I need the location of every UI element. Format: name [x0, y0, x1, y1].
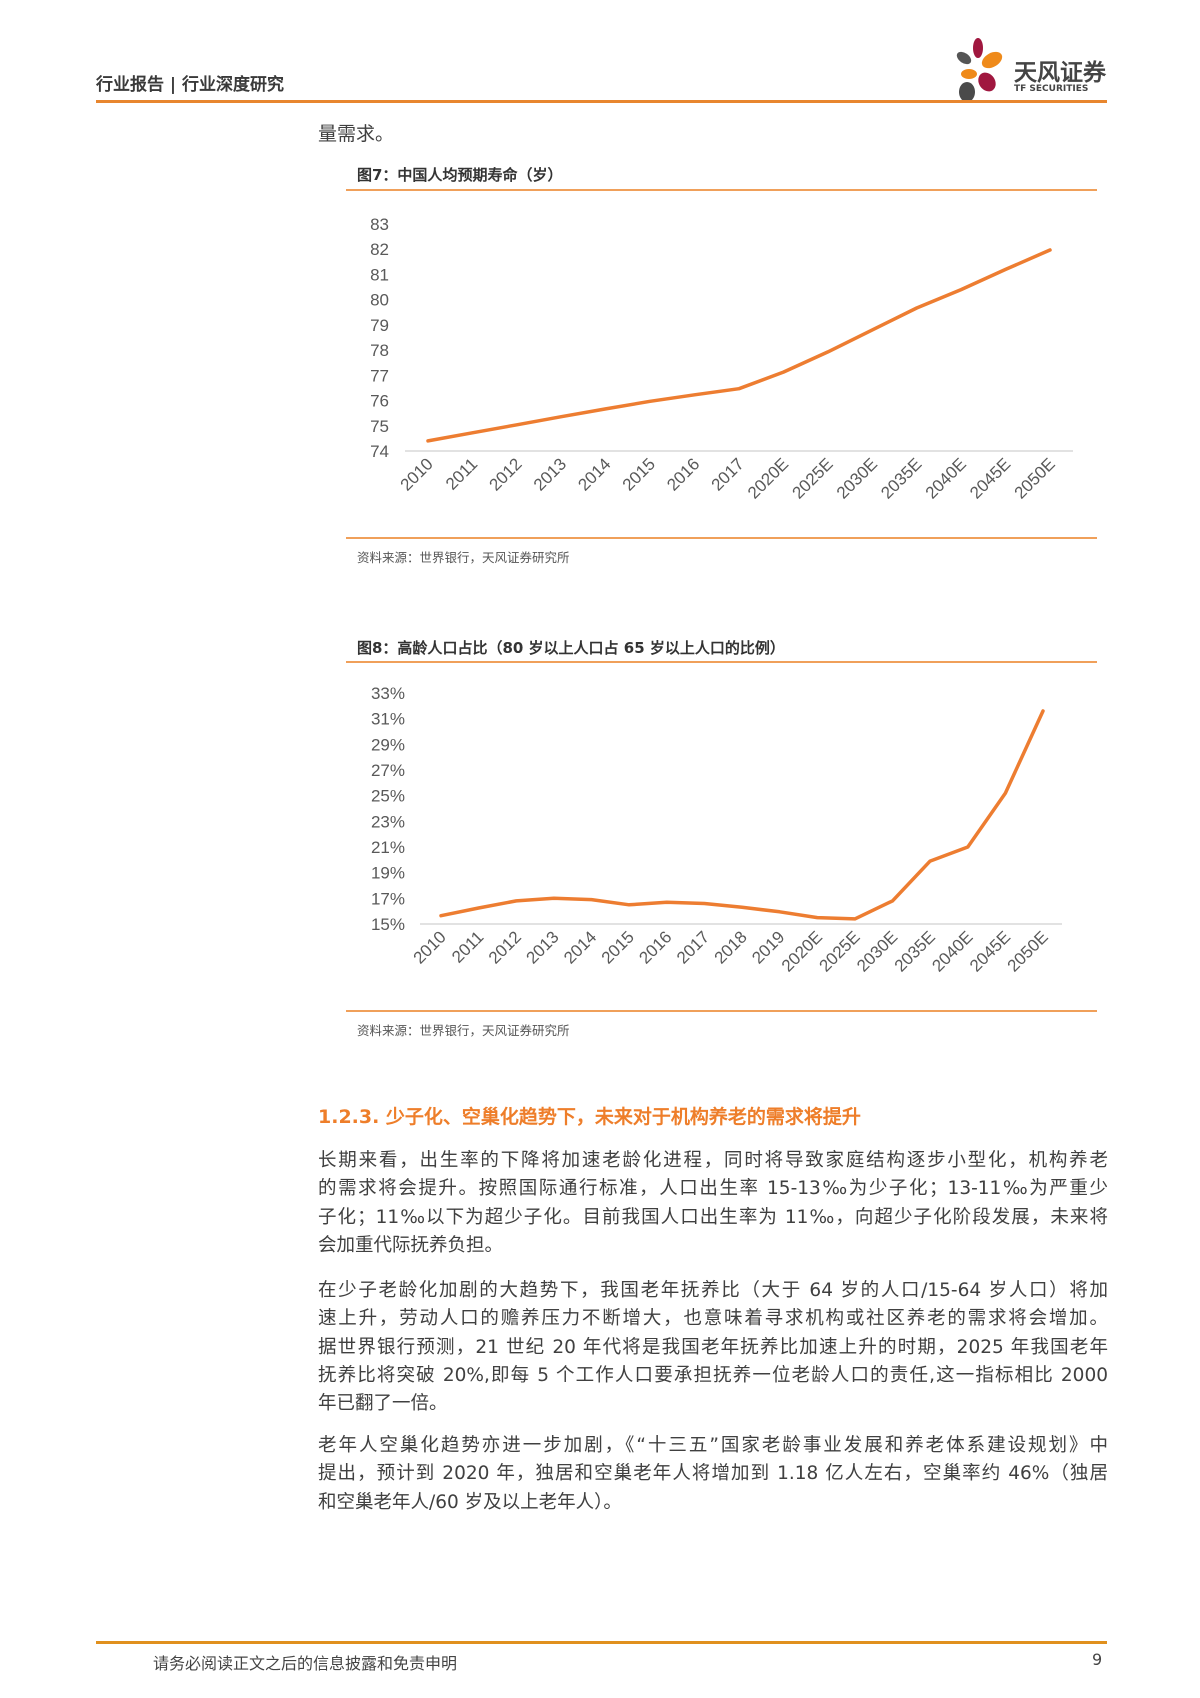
x-tick-label: 2011 — [448, 927, 487, 966]
x-tick-label: 2013 — [523, 927, 563, 967]
text-line: 提出，预计到 2020 年，独居和空巢老年人将增加到 1.18 亿人左右，空巢率… — [318, 1463, 1108, 1485]
text-line: 速上升，劳动人口的赡养压力不断增大，也意味着寻求机构或社区养老的需求将会增加。 — [318, 1308, 1108, 1330]
text-line: 子化；11‰以下为超少子化。目前我国人口出生率为 11‰，向超少子化阶段发展，未… — [318, 1206, 1108, 1228]
figure-7-bottom-rule — [346, 537, 1097, 539]
figure-7-top-rule — [346, 189, 1097, 191]
y-tick-label: 80 — [370, 291, 389, 310]
x-tick-label: 2010 — [397, 454, 437, 494]
x-tick-label: 2014 — [574, 454, 614, 494]
y-tick-label: 25% — [371, 787, 405, 806]
life-expectancy-chart: 74 75 76 77 78 79 80 81 82 83 2010 2011 2012 2013 2014… — [370, 215, 1073, 503]
x-tick-label: 2016 — [635, 927, 675, 967]
page-number: 9 — [1092, 1650, 1103, 1669]
intro-fragment: 量需求。 — [318, 123, 395, 145]
y-tick-label: 75 — [370, 417, 389, 436]
x-tick-label: 2025E — [815, 927, 863, 975]
y-tick-label: 76 — [370, 392, 389, 411]
text-line: 年已翻了一倍。 — [318, 1393, 448, 1415]
x-tick-label: 2014 — [560, 927, 600, 967]
paragraph-3: 老年人空巢化趋势亦进一步加剧，《“十三五”国家老龄事业发展和养老体系建设规划》中… — [318, 1432, 1108, 1517]
y-tick-label: 78 — [370, 341, 389, 360]
company-logo: 天风证券 TF SECURITIES — [950, 38, 1115, 104]
y-tick-label: 83 — [370, 215, 389, 234]
footer-rule — [96, 1641, 1107, 1644]
x-tick-label: 2045E — [966, 454, 1014, 502]
y-tick-label: 19% — [371, 864, 405, 883]
figure-7-title: 图7：中国人均预期寿命（岁） — [357, 166, 563, 184]
x-tick-label: 2045E — [966, 927, 1014, 975]
x-tick-label: 2020E — [778, 927, 826, 975]
series-line — [426, 248, 1052, 443]
x-tick-label: 2035E — [891, 927, 939, 975]
x-tick-label: 2010 — [410, 927, 450, 967]
x-tick-label: 2015 — [619, 454, 659, 494]
y-tick-label: 23% — [371, 812, 405, 831]
logo-en-text: TF SECURITIES — [1014, 84, 1089, 94]
x-tick-label: 2040E — [922, 454, 970, 502]
section-heading: 1.2.3. 少子化、空巢化趋势下，未来对于机构养老的需求将提升 — [318, 1106, 861, 1128]
y-tick-label: 27% — [371, 761, 405, 780]
figure-8-top-rule — [346, 661, 1097, 663]
text-line: 抚养比将突破 20%,即每 5 个工作人口要承担抚养一位老龄人口的责任,这一指标… — [318, 1364, 1108, 1386]
logo-flower-icon — [956, 38, 1003, 102]
y-tick-label: 79 — [370, 316, 389, 335]
y-tick-label: 33% — [371, 684, 405, 703]
figure-8-bottom-rule — [346, 1010, 1097, 1012]
x-tick-label: 2011 — [442, 454, 481, 493]
x-tick-label: 2018 — [711, 927, 751, 967]
x-tick-label: 2013 — [530, 454, 570, 494]
x-tick-label: 2030E — [853, 927, 901, 975]
figure-7-source: 资料来源：世界银行，天风证券研究所 — [357, 550, 570, 565]
text-line: 据世界银行预测，21 世纪 20 年代将是我国老年抚养比加速上升的时期，2025… — [318, 1336, 1108, 1358]
y-tick-label: 74 — [370, 442, 389, 461]
x-tick-label: 2012 — [485, 927, 525, 967]
x-tick-label: 2017 — [673, 927, 713, 967]
text-line: 会加重代际抚养负担。 — [318, 1234, 504, 1256]
x-tick-label: 2017 — [708, 454, 748, 494]
x-tick-label: 2020E — [744, 454, 792, 502]
x-tick-label: 2012 — [486, 454, 526, 494]
series-line — [439, 709, 1045, 921]
text-line: 在少子老龄化加剧的大趋势下，我国老年抚养比（大于 64 岁的人口/15-64 岁… — [318, 1280, 1108, 1301]
paragraph-1: 长期来看，出生率的下降将加速老龄化进程，同时将导致家庭结构逐步小型化，机构养老 … — [318, 1147, 1108, 1260]
text-line: 老年人空巢化趋势亦进一步加剧，《“十三五”国家老龄事业发展和养老体系建设规划》中 — [318, 1435, 1108, 1456]
text-line: 和空巢老年人/60 岁及以上老年人）。 — [318, 1491, 622, 1513]
header-rule — [96, 100, 1107, 103]
x-tick-label: 2015 — [598, 927, 638, 967]
y-tick-label: 31% — [371, 710, 405, 729]
x-tick-label: 2016 — [663, 454, 703, 494]
x-tick-label: 2050E — [1004, 927, 1052, 975]
y-tick-label: 82 — [370, 240, 389, 259]
report-category: 行业报告 | 行业深度研究 — [96, 75, 285, 95]
x-tick-label: 2025E — [788, 454, 836, 502]
y-tick-label: 81 — [370, 265, 389, 284]
y-tick-label: 21% — [371, 838, 405, 857]
elderly-ratio-chart: 15%17%19%21%23%25%27%29%31%33%2010201120… — [371, 684, 1062, 976]
y-tick-label: 15% — [371, 915, 405, 934]
y-tick-label: 29% — [371, 735, 405, 754]
footer-disclaimer: 请务必阅读正文之后的信息披露和免责申明 — [153, 1654, 458, 1673]
text-line: 长期来看，出生率的下降将加速老龄化进程，同时将导致家庭结构逐步小型化，机构养老 — [318, 1150, 1108, 1171]
x-tick-label: 2050E — [1011, 454, 1059, 502]
logo-cn-text: 天风证券 — [1014, 60, 1106, 86]
paragraph-2: 在少子老龄化加剧的大趋势下，我国老年抚养比（大于 64 岁的人口/15-64 岁… — [318, 1277, 1108, 1418]
figure-8-title: 图8：高龄人口占比（80 岁以上人口占 65 岁以上人口的比例） — [357, 639, 785, 657]
text-line: 的需求将会提升。按照国际通行标准，人口出生率 15-13‰为少子化；13-11‰… — [318, 1178, 1108, 1200]
x-tick-label: 2030E — [833, 454, 881, 502]
figure-8-source: 资料来源：世界银行，天风证券研究所 — [357, 1023, 570, 1038]
x-tick-label: 2035E — [877, 454, 925, 502]
y-tick-label: 17% — [371, 889, 405, 908]
y-tick-label: 77 — [370, 366, 389, 385]
x-tick-label: 2040E — [928, 927, 976, 975]
